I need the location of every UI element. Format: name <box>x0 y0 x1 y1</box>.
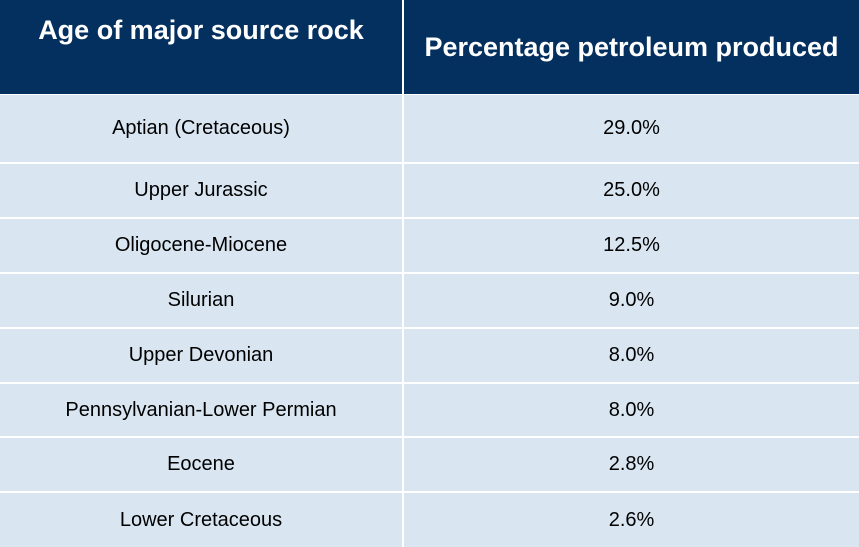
age-cell: Pennsylvanian-Lower Permian <box>65 398 337 421</box>
age-cell: Lower Cretaceous <box>119 508 283 531</box>
percentage-cell: 25.0% <box>603 179 660 201</box>
table-row: Aptian (Cretaceous) 29.0% <box>0 95 859 162</box>
column-header-percentage: Percentage petroleum produced <box>424 31 839 62</box>
row-divider <box>0 491 859 493</box>
row-divider <box>0 436 859 438</box>
percentage-cell: 8.0% <box>608 398 655 421</box>
table-row: Lower Cretaceous 2.6% <box>0 493 859 547</box>
age-cell: Silurian <box>167 289 235 311</box>
age-cell: Upper Devonian <box>128 344 274 366</box>
column-header-age: Age of major source rock <box>38 15 364 45</box>
column-divider <box>402 274 404 327</box>
percentage-cell: 12.5% <box>603 234 660 256</box>
age-cell: Oligocene-Miocene <box>114 234 288 256</box>
header-column-divider <box>402 0 404 94</box>
age-cell: Upper Jurassic <box>134 179 268 201</box>
table-row: Oligocene-Miocene 12.5% <box>0 219 859 272</box>
table-row: Upper Devonian 8.0% <box>0 329 859 382</box>
percentage-cell: 29.0% <box>603 117 660 139</box>
column-divider <box>402 384 404 436</box>
row-divider <box>0 272 859 274</box>
percentage-cell: 8.0% <box>608 344 655 366</box>
table-header: Age of major source rock Percentage petr… <box>0 0 859 94</box>
table-row: Upper Jurassic 25.0% <box>0 164 859 217</box>
row-divider <box>0 382 859 384</box>
row-divider <box>0 217 859 219</box>
column-divider <box>402 329 404 382</box>
table-row: Pennsylvanian-Lower Permian 8.0% <box>0 384 859 436</box>
age-cell: Aptian (Cretaceous) <box>112 117 290 139</box>
row-divider <box>0 162 859 164</box>
column-divider <box>402 493 404 547</box>
column-divider <box>402 219 404 272</box>
column-divider <box>402 95 404 162</box>
percentage-cell: 2.8% <box>608 453 655 475</box>
age-cell: Eocene <box>167 453 235 475</box>
column-divider <box>402 438 404 491</box>
percentage-cell: 9.0% <box>608 289 655 311</box>
table-row: Eocene 2.8% <box>0 438 859 491</box>
row-divider <box>0 327 859 329</box>
column-divider <box>402 164 404 217</box>
percentage-cell: 2.6% <box>608 508 655 531</box>
table-row: Silurian 9.0% <box>0 274 859 327</box>
